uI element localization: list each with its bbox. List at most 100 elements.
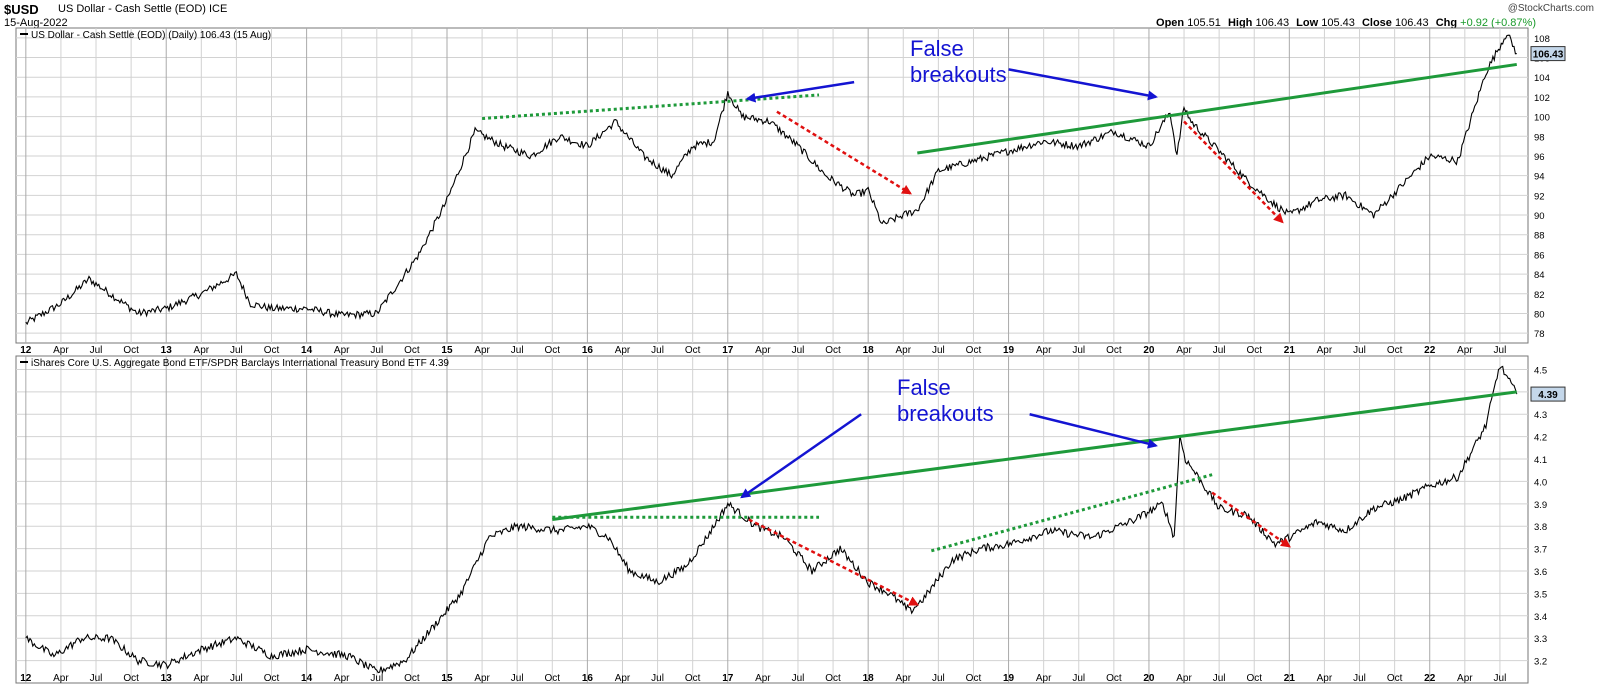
x-tick-label: Apr xyxy=(194,673,210,684)
x-tick-label: 21 xyxy=(1284,345,1296,356)
x-tick-label: Jul xyxy=(1072,345,1085,356)
low-label: Low xyxy=(1296,17,1319,29)
y-tick-label: 94 xyxy=(1534,172,1545,183)
x-tick-label: 15 xyxy=(441,345,453,356)
symbol: $USD xyxy=(4,2,39,17)
y-tick-label: 3.4 xyxy=(1534,612,1547,623)
y-tick-label: 3.6 xyxy=(1534,567,1547,578)
x-tick-label: Jul xyxy=(1494,345,1507,356)
x-tick-label: Oct xyxy=(1106,673,1122,684)
x-tick-label: Oct xyxy=(404,673,420,684)
x-tick-label: 20 xyxy=(1143,345,1155,356)
blue-arrow xyxy=(1008,68,1158,101)
blue-arrow xyxy=(745,80,855,103)
x-tick-label: Oct xyxy=(1106,345,1122,356)
x-tick-label: 18 xyxy=(863,345,875,356)
red-dashed-arrow xyxy=(1183,120,1284,224)
annotation-false-breakouts-bottom: False breakouts xyxy=(897,375,994,427)
x-tick-label: Oct xyxy=(966,345,982,356)
dotted-trendline xyxy=(481,93,820,121)
annotation-line-2: breakouts xyxy=(897,401,994,426)
last-value-box xyxy=(1530,386,1566,402)
x-tick-label: Jul xyxy=(1072,673,1085,684)
x-tick-label: Jul xyxy=(90,345,103,356)
x-tick-label: Apr xyxy=(334,345,350,356)
x-tick-label: Apr xyxy=(755,673,771,684)
x-tick-label: Jul xyxy=(370,345,383,356)
x-tick-label: 19 xyxy=(1003,673,1015,684)
close-value: 106.43 xyxy=(1394,17,1429,29)
x-tick-label: Apr xyxy=(895,345,911,356)
y-tick-label: 92 xyxy=(1534,191,1545,202)
red-dashed-arrow xyxy=(1211,491,1291,548)
x-tick-label: Jul xyxy=(932,673,945,684)
x-tick-label: Jul xyxy=(1353,673,1366,684)
series-title: US Dollar - Cash Settle (EOD) (Daily) 10… xyxy=(31,30,271,41)
x-tick-label: 15 xyxy=(441,673,453,684)
x-tick-label: Apr xyxy=(615,673,631,684)
x-tick-label: Oct xyxy=(264,345,280,356)
last-value-label: 106.43 xyxy=(1533,50,1564,61)
x-tick-label: 22 xyxy=(1424,345,1436,356)
x-tick-label: Jul xyxy=(90,673,103,684)
x-tick-label: Oct xyxy=(966,673,982,684)
x-tick-label: 14 xyxy=(301,345,313,356)
annotation-line-1: False xyxy=(910,36,964,61)
y-tick-label: 82 xyxy=(1534,290,1545,301)
x-tick-label: Apr xyxy=(615,345,631,356)
red-dashed-arrow xyxy=(748,518,920,606)
x-tick-label: Oct xyxy=(545,345,561,356)
y-tick-label: 4.2 xyxy=(1534,433,1547,444)
x-tick-label: 19 xyxy=(1003,345,1015,356)
x-tick-label: Apr xyxy=(895,673,911,684)
y-tick-label: 4.5 xyxy=(1534,365,1547,376)
x-tick-label: Jul xyxy=(230,673,243,684)
symbol-description: US Dollar - Cash Settle (EOD) ICE xyxy=(58,3,228,15)
x-tick-label: 17 xyxy=(722,673,734,684)
x-tick-label: 20 xyxy=(1143,673,1155,684)
y-tick-label: 102 xyxy=(1534,93,1550,104)
x-tick-label: Apr xyxy=(1457,345,1473,356)
x-tick-label: 13 xyxy=(161,345,173,356)
annotation-false-breakouts-top: False breakouts xyxy=(910,36,1007,88)
x-tick-label: Oct xyxy=(1246,673,1262,684)
x-tick-label: 12 xyxy=(20,345,32,356)
watermark: @StockCharts.com xyxy=(1507,3,1594,14)
x-tick-label: Apr xyxy=(194,345,210,356)
x-tick-label: Apr xyxy=(1317,345,1333,356)
x-tick-label: Oct xyxy=(825,345,841,356)
x-tick-label: Jul xyxy=(792,673,805,684)
y-tick-label: 3.7 xyxy=(1534,545,1547,556)
x-tick-label: 14 xyxy=(301,673,313,684)
x-tick-label: 13 xyxy=(161,673,173,684)
x-tick-label: Jul xyxy=(1213,345,1226,356)
y-tick-label: 3.2 xyxy=(1534,657,1547,668)
x-tick-label: Jul xyxy=(511,345,524,356)
y-tick-label: 3.5 xyxy=(1534,589,1547,600)
y-tick-label: 3.3 xyxy=(1534,634,1547,645)
y-tick-label: 3.8 xyxy=(1534,522,1547,533)
trendline xyxy=(917,62,1517,155)
x-tick-label: Oct xyxy=(264,673,280,684)
y-tick-label: 104 xyxy=(1534,73,1550,84)
x-tick-label: Jul xyxy=(792,345,805,356)
y-tick-label: 80 xyxy=(1534,309,1545,320)
x-tick-label: Apr xyxy=(1176,673,1192,684)
x-tick-label: Jul xyxy=(651,345,664,356)
x-tick-label: Oct xyxy=(1387,673,1403,684)
chart-date: 15-Aug-2022 xyxy=(4,17,68,29)
x-tick-label: Jul xyxy=(230,345,243,356)
x-tick-label: Jul xyxy=(651,673,664,684)
y-tick-label: 84 xyxy=(1534,270,1545,281)
chg-value: +0.92 (+0.87%) xyxy=(1460,17,1536,29)
y-tick-label: 4.3 xyxy=(1534,410,1547,421)
y-tick-label: 3.9 xyxy=(1534,500,1547,511)
x-tick-label: Apr xyxy=(1317,673,1333,684)
close-label: Close xyxy=(1361,17,1392,29)
x-tick-label: Oct xyxy=(545,673,561,684)
y-tick-label: 4.0 xyxy=(1534,477,1547,488)
x-tick-label: Oct xyxy=(1246,345,1262,356)
x-tick-label: 12 xyxy=(20,673,32,684)
x-tick-label: 17 xyxy=(722,345,734,356)
y-tick-label: 4.1 xyxy=(1534,455,1547,466)
